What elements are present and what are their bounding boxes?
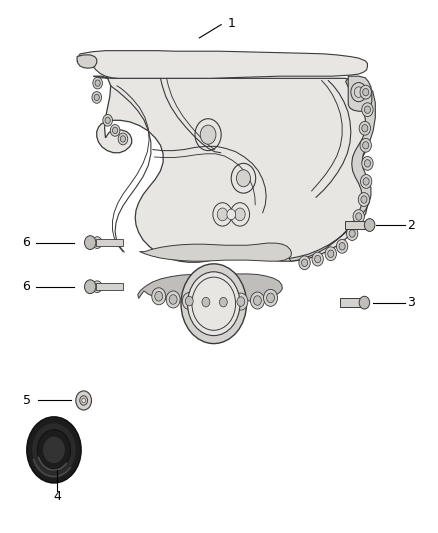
Polygon shape (96, 283, 123, 290)
Circle shape (359, 122, 371, 135)
Circle shape (120, 136, 126, 142)
Circle shape (92, 237, 102, 248)
Circle shape (339, 243, 345, 250)
Circle shape (92, 281, 102, 293)
Circle shape (353, 209, 364, 223)
Polygon shape (77, 55, 97, 68)
Circle shape (264, 289, 278, 306)
Circle shape (155, 292, 162, 301)
Circle shape (349, 230, 355, 237)
Circle shape (363, 177, 369, 185)
Circle shape (103, 115, 113, 126)
Circle shape (251, 292, 265, 309)
Circle shape (234, 293, 248, 310)
Circle shape (363, 88, 369, 96)
Circle shape (361, 196, 367, 203)
Circle shape (32, 423, 76, 477)
Circle shape (80, 395, 88, 405)
Polygon shape (289, 78, 375, 261)
Circle shape (363, 142, 369, 149)
Polygon shape (96, 239, 123, 246)
Text: 3: 3 (407, 296, 415, 309)
Circle shape (113, 127, 118, 134)
Circle shape (346, 227, 358, 240)
Circle shape (299, 256, 310, 270)
Circle shape (312, 252, 323, 266)
Circle shape (354, 87, 363, 98)
Circle shape (362, 157, 373, 170)
Polygon shape (138, 274, 283, 303)
Circle shape (76, 391, 92, 410)
Circle shape (267, 293, 275, 303)
Circle shape (37, 430, 71, 470)
Circle shape (227, 209, 236, 220)
Circle shape (237, 297, 245, 306)
Circle shape (360, 174, 372, 188)
Polygon shape (345, 221, 370, 229)
Circle shape (187, 272, 240, 336)
Circle shape (301, 259, 307, 266)
Text: 6: 6 (22, 280, 30, 293)
Text: 4: 4 (53, 490, 61, 503)
Circle shape (166, 291, 180, 308)
Circle shape (364, 219, 375, 231)
Circle shape (93, 77, 102, 89)
Circle shape (362, 103, 373, 117)
Circle shape (200, 125, 216, 144)
Circle shape (237, 169, 251, 187)
Circle shape (105, 117, 110, 124)
Circle shape (314, 255, 321, 263)
Circle shape (43, 437, 65, 463)
Text: 6: 6 (22, 236, 30, 249)
Circle shape (328, 250, 334, 257)
Circle shape (182, 293, 196, 310)
Circle shape (94, 94, 99, 101)
Polygon shape (140, 243, 291, 261)
Circle shape (181, 264, 247, 344)
Circle shape (336, 239, 348, 253)
Circle shape (199, 294, 213, 311)
Polygon shape (348, 76, 372, 111)
Polygon shape (339, 298, 364, 307)
Circle shape (219, 297, 227, 307)
Circle shape (360, 139, 371, 152)
Circle shape (152, 288, 166, 305)
Circle shape (325, 247, 336, 261)
Circle shape (364, 106, 371, 114)
Circle shape (360, 85, 371, 99)
Circle shape (85, 280, 96, 294)
Circle shape (85, 236, 96, 249)
Circle shape (202, 297, 210, 307)
Circle shape (358, 192, 370, 206)
Circle shape (217, 208, 228, 221)
Circle shape (216, 294, 230, 311)
Circle shape (110, 125, 120, 136)
Polygon shape (77, 51, 367, 78)
Text: 5: 5 (23, 394, 31, 407)
Circle shape (356, 213, 362, 220)
Circle shape (359, 296, 370, 309)
Circle shape (92, 92, 102, 103)
Circle shape (118, 133, 128, 145)
Circle shape (235, 208, 245, 221)
Circle shape (169, 295, 177, 304)
Circle shape (362, 125, 368, 132)
Circle shape (185, 296, 193, 306)
Polygon shape (93, 76, 372, 262)
Circle shape (364, 160, 371, 167)
Text: 2: 2 (407, 219, 415, 231)
Circle shape (82, 398, 85, 402)
Circle shape (254, 296, 261, 305)
Circle shape (95, 80, 100, 86)
Text: 1: 1 (228, 17, 236, 29)
Circle shape (27, 417, 81, 483)
